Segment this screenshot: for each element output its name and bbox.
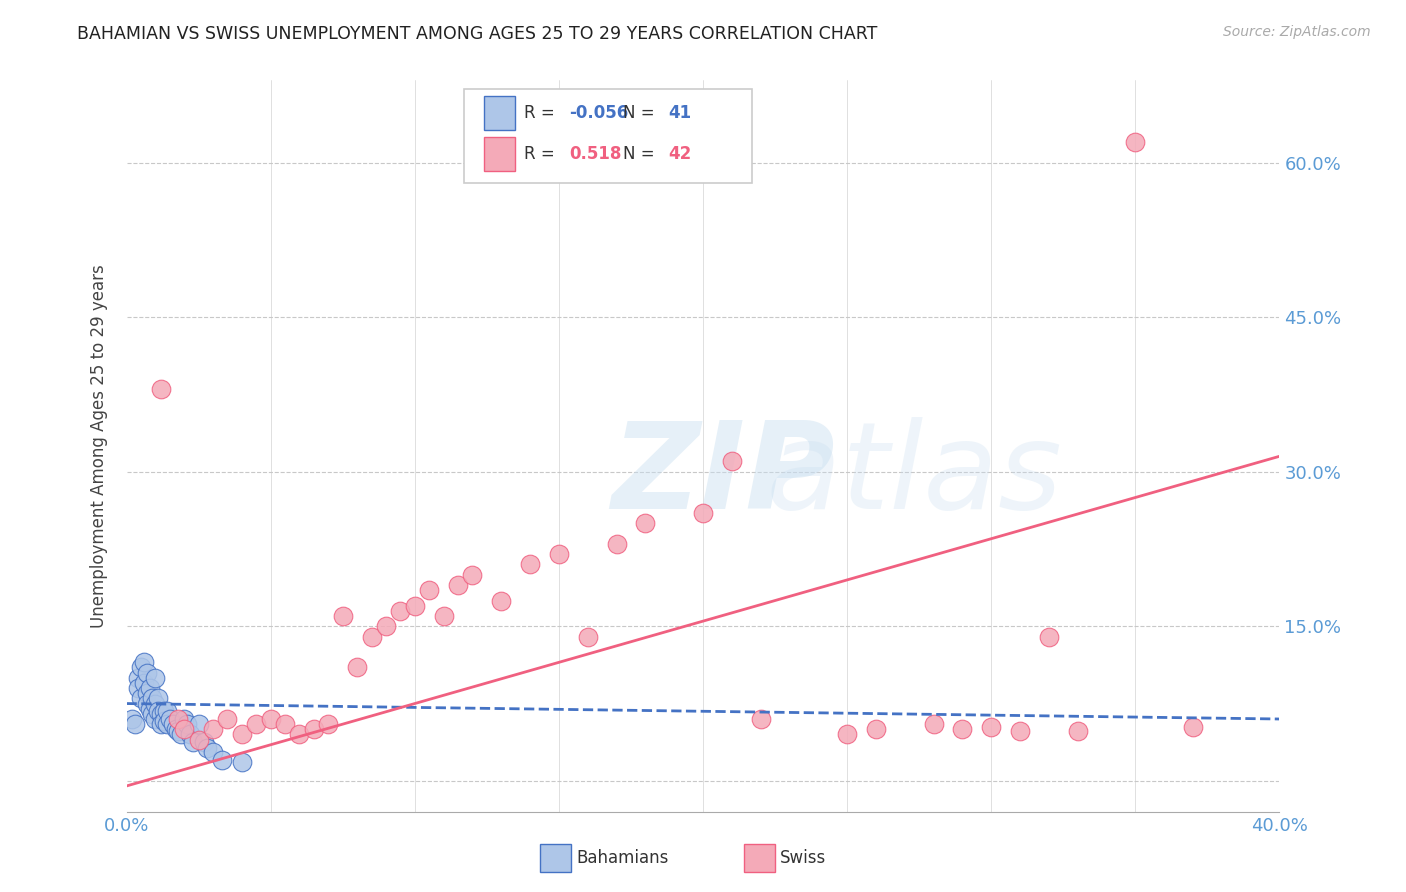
Point	[148, 704, 170, 718]
Point	[211, 753, 233, 767]
Point	[433, 609, 456, 624]
Point	[332, 609, 354, 624]
Point	[156, 717, 179, 731]
Point	[135, 665, 157, 680]
Point	[749, 712, 772, 726]
Point	[145, 697, 166, 711]
Text: R =: R =	[524, 145, 565, 163]
Point	[374, 619, 398, 633]
Point	[346, 660, 368, 674]
Point	[165, 723, 187, 737]
Text: 41: 41	[668, 104, 690, 122]
Point	[127, 671, 149, 685]
Point	[202, 723, 225, 737]
Point	[447, 578, 470, 592]
Text: Swiss: Swiss	[780, 849, 827, 867]
Point	[138, 702, 160, 716]
Text: R =: R =	[524, 104, 561, 122]
Y-axis label: Unemployment Among Ages 25 to 29 years: Unemployment Among Ages 25 to 29 years	[90, 264, 108, 628]
Point	[259, 712, 281, 726]
Point	[576, 630, 599, 644]
Point	[138, 681, 160, 695]
Point	[692, 506, 714, 520]
Point	[173, 723, 195, 737]
Point	[150, 706, 173, 721]
Point	[193, 734, 215, 748]
Point	[148, 691, 170, 706]
Point	[153, 704, 176, 718]
Point	[141, 691, 163, 706]
Text: 0.518: 0.518	[569, 145, 621, 163]
Point	[202, 745, 225, 759]
Point	[156, 704, 179, 718]
Point	[491, 593, 513, 607]
Point	[1067, 724, 1090, 739]
Point	[634, 516, 657, 531]
Point	[135, 686, 157, 700]
Point	[548, 547, 571, 561]
Point	[245, 717, 267, 731]
Text: N =: N =	[623, 104, 659, 122]
Point	[1038, 630, 1060, 644]
Point	[519, 558, 541, 572]
Point	[150, 382, 173, 396]
Point	[173, 712, 195, 726]
Point	[606, 537, 628, 551]
Point	[132, 656, 155, 670]
Point	[145, 671, 166, 685]
Point	[121, 712, 143, 726]
Point	[720, 454, 742, 468]
Point	[318, 717, 340, 731]
Text: N =: N =	[623, 145, 659, 163]
Point	[153, 714, 176, 728]
Point	[922, 717, 945, 731]
Point	[129, 660, 152, 674]
Point	[135, 697, 157, 711]
Point	[132, 676, 155, 690]
Point	[127, 681, 149, 695]
Point	[835, 727, 858, 741]
Point	[187, 717, 209, 731]
Point	[980, 720, 1002, 734]
Point	[865, 723, 887, 737]
Point	[1181, 720, 1204, 734]
Point	[288, 727, 311, 741]
Point	[404, 599, 426, 613]
Text: ZIP: ZIP	[610, 417, 835, 533]
Point	[950, 723, 973, 737]
Text: BAHAMIAN VS SWISS UNEMPLOYMENT AMONG AGES 25 TO 29 YEARS CORRELATION CHART: BAHAMIAN VS SWISS UNEMPLOYMENT AMONG AGE…	[77, 25, 877, 43]
Point	[195, 740, 218, 755]
Point	[176, 717, 198, 731]
Text: Bahamians: Bahamians	[576, 849, 669, 867]
Point	[1125, 135, 1147, 149]
Point	[124, 717, 146, 731]
Point	[179, 727, 201, 741]
Text: atlas: atlas	[610, 417, 1062, 533]
Point	[141, 706, 163, 721]
Point	[129, 691, 152, 706]
Text: -0.056: -0.056	[569, 104, 628, 122]
Text: Source: ZipAtlas.com: Source: ZipAtlas.com	[1223, 25, 1371, 39]
Point	[274, 717, 297, 731]
Point	[217, 712, 239, 726]
Point	[389, 604, 412, 618]
Point	[1010, 724, 1032, 739]
Point	[167, 724, 190, 739]
Point	[360, 630, 382, 644]
Point	[145, 712, 166, 726]
Point	[461, 567, 484, 582]
Point	[302, 723, 325, 737]
Point	[162, 717, 184, 731]
Point	[231, 756, 253, 770]
Text: 42: 42	[668, 145, 692, 163]
Point	[187, 732, 209, 747]
Point	[159, 712, 181, 726]
Point	[167, 712, 190, 726]
Point	[418, 583, 440, 598]
Point	[181, 734, 204, 748]
Point	[231, 727, 253, 741]
Point	[170, 727, 193, 741]
Point	[150, 717, 173, 731]
